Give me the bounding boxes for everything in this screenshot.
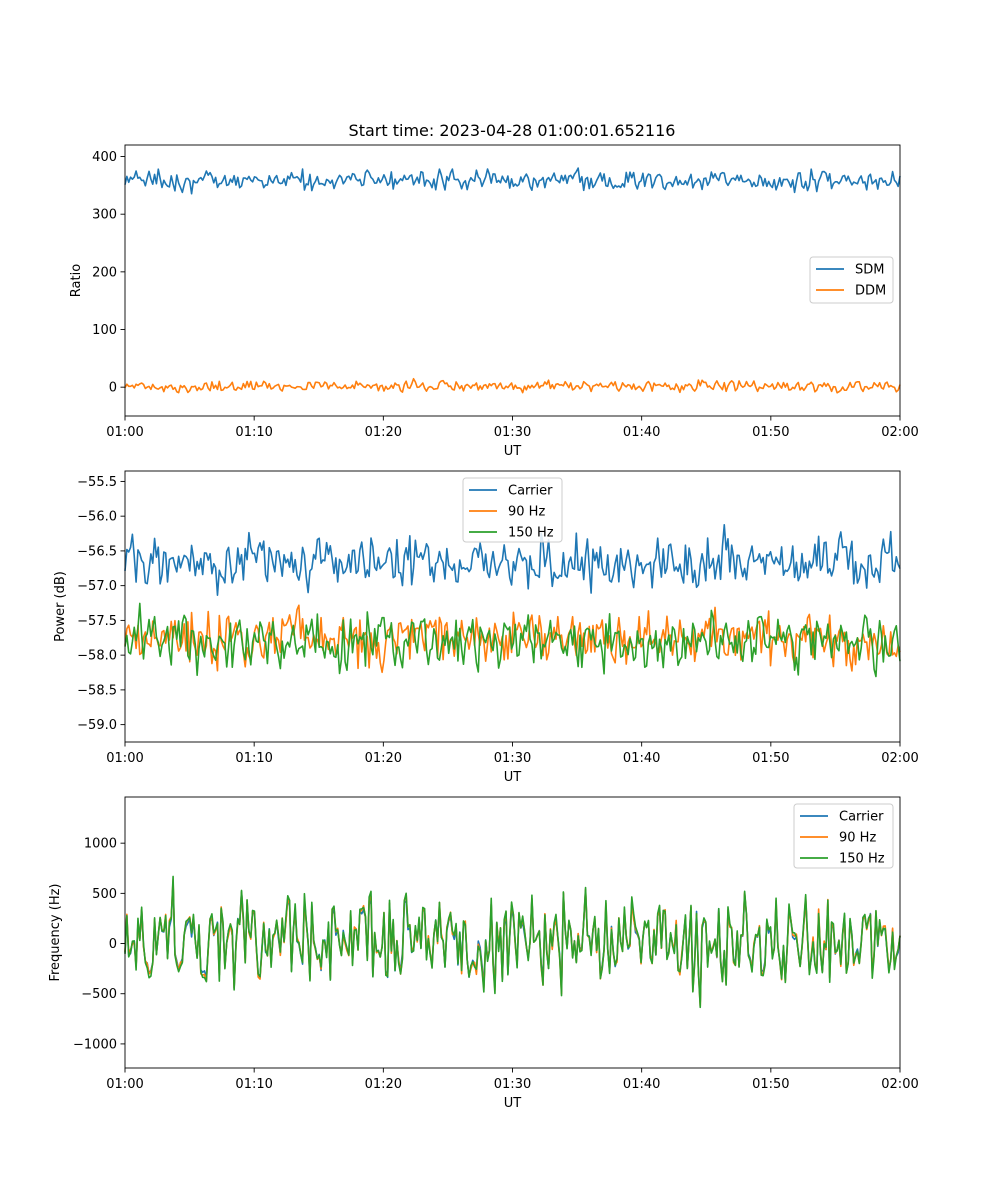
legend-label-90-hz: 90 Hz [839, 831, 876, 846]
y-tick-label: 1000 [84, 837, 117, 852]
x-tick-label: 02:00 [881, 751, 918, 766]
series-line-sdm [124, 167, 901, 195]
x-tick-label: 01:30 [494, 425, 531, 440]
y-tick-label: −58.0 [77, 649, 117, 664]
x-tick-label: 01:20 [365, 1077, 402, 1092]
y-tick-label: −58.5 [77, 683, 117, 698]
y-tick-label: −500 [81, 987, 117, 1002]
x-tick-label: 01:40 [623, 751, 660, 766]
series-line-carrier [124, 523, 901, 596]
legend-label-ddm: DDM [855, 284, 886, 299]
x-tick-label: 01:30 [494, 751, 531, 766]
series-line-ddm [124, 377, 901, 394]
legend-label-sdm: SDM [855, 263, 884, 278]
x-axis-label: UT [504, 1096, 522, 1111]
x-tick-label: 02:00 [881, 1077, 918, 1092]
legend-box [462, 477, 563, 543]
y-tick-label: 0 [109, 937, 117, 952]
legend: Carrier 90 Hz 150 Hz [793, 803, 894, 869]
y-tick-label: −57.5 [77, 614, 117, 629]
legend-box [793, 803, 894, 869]
subplot-ratio: 01:00 01:10 01:20 01:30 01:40 01:50 02:00 0 100 2… [69, 144, 919, 459]
x-tick-label: 01:00 [106, 751, 143, 766]
y-axis-label: Power (dB) [53, 571, 68, 642]
x-tick-label: 01:30 [494, 1077, 531, 1092]
y-tick-label: 300 [92, 208, 117, 223]
x-tick-label: 01:20 [365, 751, 402, 766]
x-tick-label: 01:00 [106, 425, 143, 440]
legend-label-carrier: Carrier [508, 484, 553, 499]
y-tick-label: 200 [92, 265, 117, 280]
x-tick-label: 01:00 [106, 1077, 143, 1092]
y-tick-label: 400 [92, 150, 117, 165]
legend-label-90-hz: 90 Hz [508, 505, 545, 520]
y-tick-label: −1000 [73, 1037, 117, 1052]
legend: Carrier 90 Hz 150 Hz [462, 477, 563, 543]
legend-label-carrier: Carrier [839, 810, 884, 825]
legend-label-150-hz: 150 Hz [839, 852, 885, 867]
y-axis-label: Ratio [69, 264, 84, 297]
y-axis-label: Frequency (Hz) [48, 883, 63, 981]
x-tick-label: 01:50 [752, 1077, 789, 1092]
x-tick-label: 02:00 [881, 425, 918, 440]
series-line-150-hz [124, 875, 901, 1009]
x-tick-label: 01:10 [235, 1077, 272, 1092]
figure-title: Start time: 2023-04-28 01:00:01.652116 [349, 121, 676, 140]
y-tick-label: −59.0 [77, 718, 117, 733]
subplot-power: 01:00 01:10 01:20 01:30 01:40 01:50 02:00 −55.5… [53, 470, 919, 785]
x-tick-label: 01:40 [623, 425, 660, 440]
x-tick-label: 01:50 [752, 425, 789, 440]
x-axis-label: UT [504, 770, 522, 785]
y-tick-label: −55.5 [77, 475, 117, 490]
y-tick-label: −56.0 [77, 510, 117, 525]
x-tick-label: 01:10 [235, 751, 272, 766]
y-tick-label: 500 [92, 887, 117, 902]
y-tick-label: −56.5 [77, 544, 117, 559]
y-tick-label: −57.0 [77, 579, 117, 594]
x-tick-label: 01:20 [365, 425, 402, 440]
x-tick-label: 01:50 [752, 751, 789, 766]
x-axis-label: UT [504, 444, 522, 459]
legend-label-150-hz: 150 Hz [508, 526, 554, 541]
y-tick-label: 0 [109, 381, 117, 396]
x-tick-label: 01:10 [235, 425, 272, 440]
subplot-frequency: 01:00 01:10 01:20 01:30 01:40 01:50 02:00 −1000… [48, 796, 919, 1111]
x-tick-label: 01:40 [623, 1077, 660, 1092]
series-line-150-hz [124, 602, 901, 678]
legend: SDM DDM [809, 256, 894, 304]
y-tick-label: 100 [92, 323, 117, 338]
